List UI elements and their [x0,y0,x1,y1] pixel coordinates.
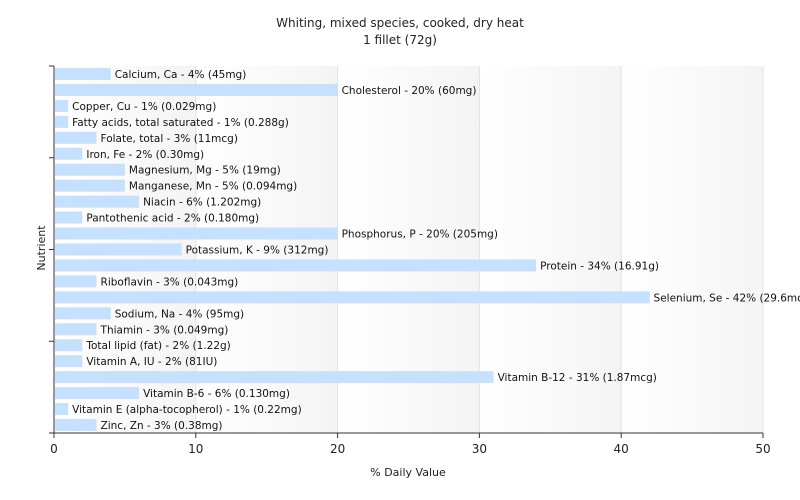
bar-label: Vitamin B-12 - 31% (1.87mcg) [498,372,657,384]
chart-title: Whiting, mixed species, cooked, dry heat [276,16,524,30]
bar-label: Potassium, K - 9% (312mg) [186,245,329,257]
bar [55,211,83,224]
bar [55,195,140,208]
x-tick-label: 20 [330,442,345,456]
bar [55,419,97,432]
bar [55,179,125,192]
bar-label: Vitamin A, IU - 2% (81IU) [86,356,217,368]
bar [55,275,97,288]
bar-label: Riboflavin - 3% (0.043mg) [101,276,239,288]
bar [55,291,650,304]
bar-label: Fatty acids, total saturated - 1% (0.288… [72,117,289,129]
bar-label: Pantothenic acid - 2% (0.180mg) [86,213,259,225]
x-tick-label: 40 [614,442,629,456]
bar-label: Magnesium, Mg - 5% (19mg) [129,165,281,177]
bar [55,259,537,272]
x-tick-label: 50 [755,442,770,456]
bar-label: Iron, Fe - 2% (0.30mg) [86,149,204,161]
bar-label: Copper, Cu - 1% (0.029mg) [72,101,216,113]
x-axis-title: % Daily Value [370,466,446,479]
bar [55,67,111,80]
bar-label: Phosphorus, P - 20% (205mg) [342,229,498,241]
x-tick-label: 10 [188,442,203,456]
bar-label: Zinc, Zn - 3% (0.38mg) [101,420,223,432]
bar [55,355,83,368]
bar [55,147,83,160]
bar [55,131,97,144]
bar [55,83,338,96]
grid-band [479,66,622,433]
bar-label: Selenium, Se - 42% (29.6mcg) [654,292,800,304]
bar [55,387,140,400]
bar [55,99,69,112]
bar [55,163,125,176]
bar-label: Total lipid (fat) - 2% (1.22g) [85,340,230,352]
x-tick-label: 0 [50,442,58,456]
bar-label: Manganese, Mn - 5% (0.094mg) [129,181,297,193]
axes: 0 10 20 30 40 50 [49,65,771,456]
bar-label: Vitamin E (alpha-tocopherol) - 1% (0.22m… [72,404,302,416]
bar-label: Protein - 34% (16.91g) [540,260,659,272]
bar [55,403,69,416]
x-tick-label: 30 [472,442,487,456]
grid-band [621,66,763,433]
bar [55,323,97,336]
bar-label: Cholesterol - 20% (60mg) [342,85,477,97]
bar [55,307,111,320]
bar-label: Vitamin B-6 - 6% (0.130mg) [143,388,290,400]
bar-label: Sodium, Na - 4% (95mg) [115,308,244,320]
bar [55,115,69,128]
chart-subtitle: 1 fillet (72g) [363,33,437,47]
bar [55,339,83,352]
bar [55,227,338,240]
bar [55,243,182,256]
bars: Calcium, Ca - 4% (45mg) Cholesterol - 20%… [55,67,800,432]
y-axis-title: Nutrient [35,225,48,271]
bar-label: Niacin - 6% (1.202mg) [143,197,261,209]
bar-label: Thiamin - 3% (0.049mg) [100,324,229,336]
bar-label: Folate, total - 3% (11mcg) [101,133,238,145]
bar [55,371,494,384]
bar-label: Calcium, Ca - 4% (45mg) [115,69,247,81]
